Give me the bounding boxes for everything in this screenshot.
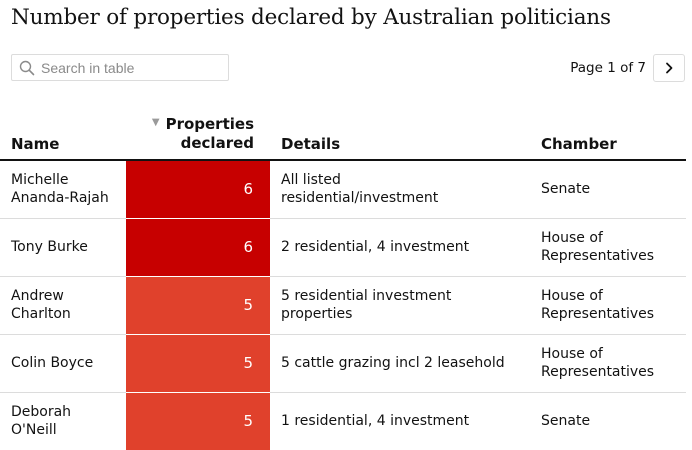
properties-table: Name ▼ Properties declared Details Chambe…	[0, 108, 686, 450]
search-input[interactable]	[41, 59, 221, 76]
chamber-cell: House of Representatives	[530, 218, 686, 277]
name-cell: Tony Burke	[0, 218, 126, 277]
table-row: Deborah O'Neill 5 1 residential, 4 invest…	[0, 392, 686, 450]
table-row: Andrew Charlton 5 5 residential investmen…	[0, 276, 686, 335]
table-row: Michelle Ananda-Rajah 6 All listed residen…	[0, 160, 686, 219]
chamber-cell: Senate	[530, 160, 686, 219]
properties-cell: 6	[126, 218, 270, 277]
details-cell: 5 residential investment properties	[270, 276, 530, 335]
table-row: Tony Burke 6 2 residential, 4 investment…	[0, 218, 686, 277]
name-cell: Colin Boyce	[0, 334, 126, 393]
details-cell: 1 residential, 4 investment	[281, 413, 470, 430]
search-box[interactable]	[11, 54, 229, 81]
chamber-cell: House of Representatives	[530, 334, 686, 393]
properties-cell: 5	[126, 392, 270, 450]
details-cell: 5 cattle grazing incl 2 leasehold	[270, 334, 530, 393]
page-indicator: Page 1 of 7	[570, 60, 646, 76]
properties-cell: 5	[126, 276, 270, 335]
details-cell: All listed residential/investment	[270, 160, 530, 219]
chevron-right-icon	[666, 62, 673, 74]
column-header-name[interactable]: Name	[0, 108, 126, 161]
column-header-properties[interactable]: ▼ Properties declared	[126, 108, 270, 161]
table-header-row: Name ▼ Properties declared Details Chambe…	[0, 108, 686, 161]
table-row: Colin Boyce 5 5 cattle grazing incl 2 le…	[0, 334, 686, 393]
search-icon	[19, 60, 35, 75]
page-title: Number of properties declared by Austral…	[11, 5, 611, 30]
properties-cell: 5	[126, 334, 270, 393]
chamber-cell: House of Representatives	[530, 276, 686, 335]
details-cell: 2 residential, 4 investment	[270, 218, 530, 277]
chamber-cell: Senate	[541, 413, 591, 430]
name-cell: Michelle Ananda-Rajah	[0, 160, 126, 219]
properties-cell: 6	[126, 160, 270, 219]
name-cell: Deborah O'Neill	[11, 404, 72, 439]
sort-descending-icon: ▼	[151, 117, 160, 128]
properties-header-line1: Properties	[165, 115, 254, 133]
next-page-button[interactable]	[653, 54, 685, 82]
name-cell: Andrew Charlton	[0, 276, 126, 335]
column-header-details[interactable]: Details	[270, 108, 530, 161]
properties-header-line2: declared	[180, 134, 254, 152]
column-header-chamber[interactable]: Chamber	[530, 108, 686, 161]
